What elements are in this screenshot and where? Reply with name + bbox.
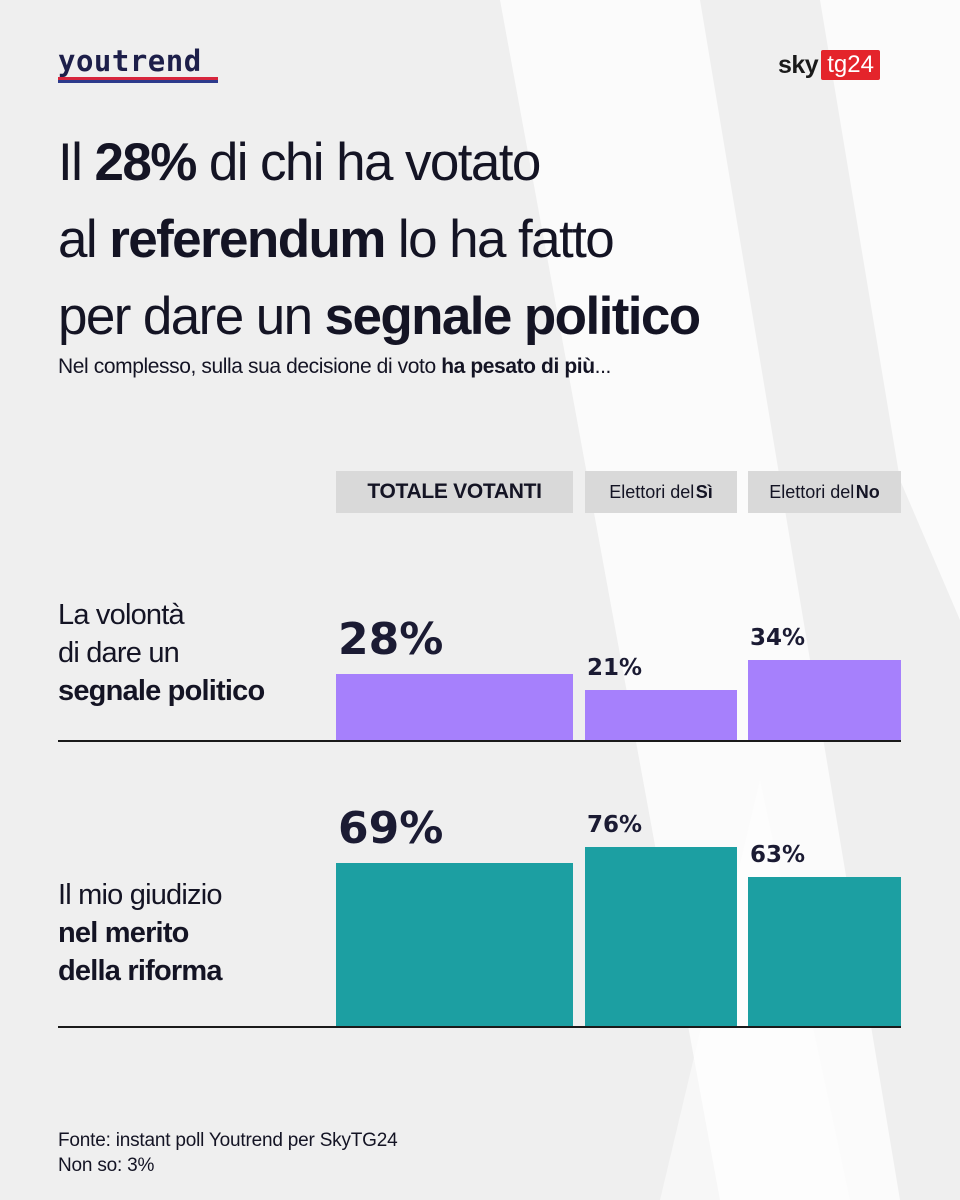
bar-value-series2-totale: 69%: [338, 803, 444, 855]
bar-value-series1-no: 34%: [750, 624, 806, 651]
footer-source: Fonte: instant poll Youtrend per SkyTG24: [58, 1130, 398, 1151]
headline-line-1: Il 28% di chi ha votato: [58, 133, 541, 192]
row-label-segnale-politico: La volontà di dare un segnale politico: [58, 599, 265, 707]
bar-series2-totale: [336, 863, 573, 1026]
subtitle: Nel complesso, sulla sua decisione di vo…: [58, 355, 611, 378]
bar-value-series1-totale: 28%: [338, 613, 444, 665]
bar-series2-no: [748, 877, 901, 1026]
bar-series1-si: [585, 690, 737, 740]
column-header-totale: TOTALE VOTANTI: [336, 471, 573, 513]
youtrend-logo: youtrend: [58, 44, 202, 78]
footer: Fonte: instant poll Youtrend per SkyTG24…: [58, 1128, 398, 1178]
row-label-merito-riforma: Il mio giudizio nel merito della riforma: [58, 879, 222, 987]
bar-value-series2-si: 76%: [587, 811, 643, 838]
column-header-no: Elettori del No: [748, 471, 901, 513]
baseline-row-1: [58, 740, 901, 742]
baseline-row-2: [58, 1026, 901, 1028]
bar-series1-no: [748, 659, 901, 740]
footer-note: Non so: 3%: [58, 1155, 155, 1176]
bar-value-series1-si: 21%: [587, 655, 643, 682]
youtrend-logo-underline: [58, 77, 218, 83]
bar-value-series2-no: 63%: [750, 842, 806, 869]
bar-series1-totale: [336, 673, 573, 740]
column-header-si: Elettori del Sì: [585, 471, 737, 513]
headline: Il 28% di chi ha votato al referendum lo…: [58, 124, 938, 355]
headline-line-2: al referendum lo ha fatto: [58, 210, 615, 269]
headline-line-3: per dare un segnale politico: [58, 287, 701, 346]
skytg24-logo: sky tg24: [778, 50, 880, 80]
sky-wordmark: sky: [778, 50, 819, 79]
tg24-badge: tg24: [821, 50, 880, 80]
bar-series2-si: [585, 846, 737, 1026]
